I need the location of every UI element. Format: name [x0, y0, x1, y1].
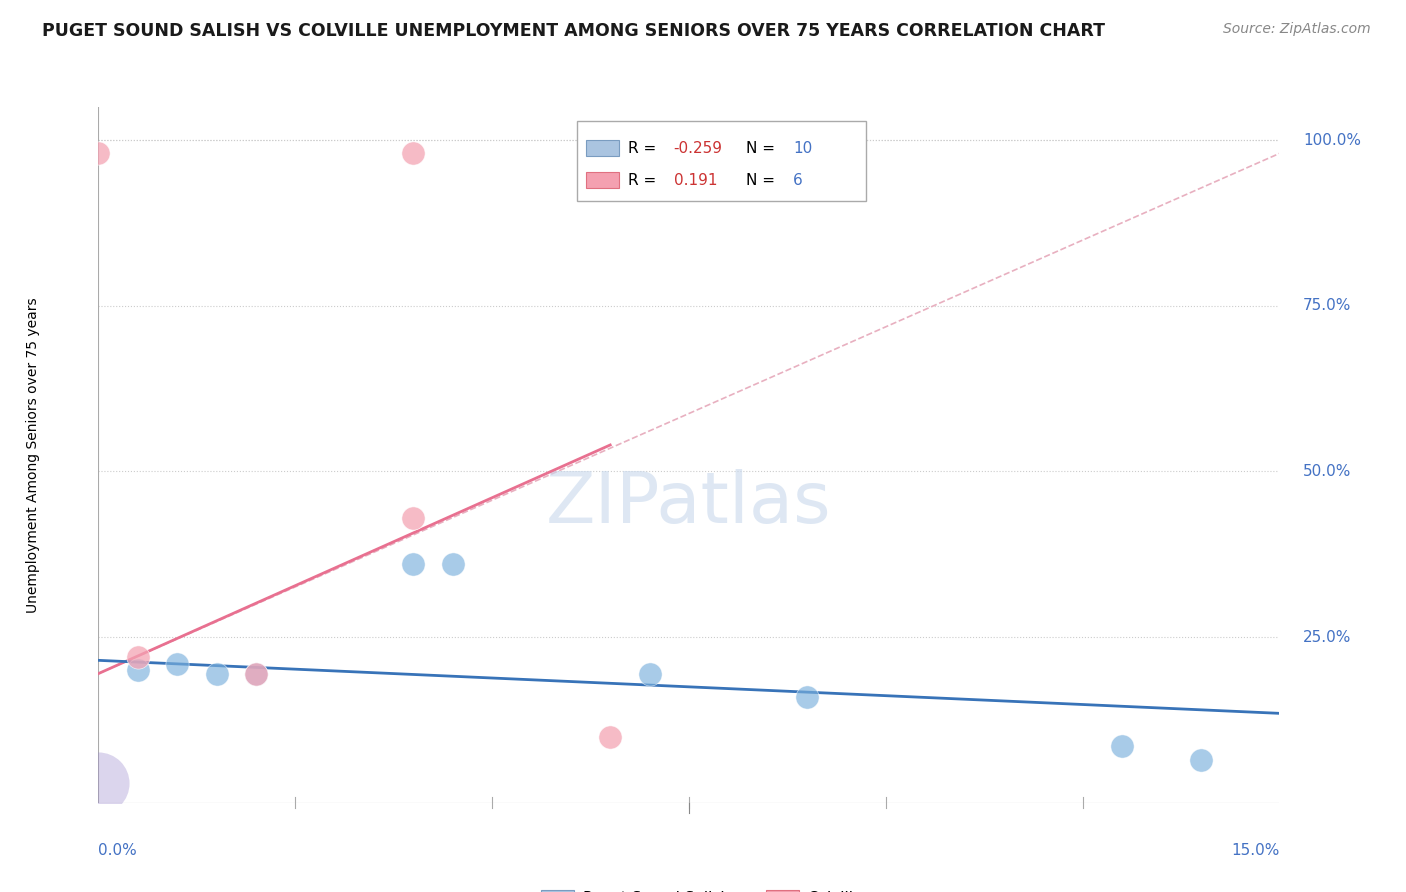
Point [87, 776, 110, 790]
Text: 6: 6 [793, 172, 803, 187]
Point [166, 657, 188, 671]
FancyBboxPatch shape [766, 890, 799, 892]
Text: N =: N = [745, 141, 779, 155]
Point [402, 511, 425, 525]
Point [1111, 739, 1133, 754]
Point [127, 650, 149, 665]
Point [638, 666, 661, 681]
Text: 25.0%: 25.0% [1303, 630, 1351, 645]
Text: 15.0%: 15.0% [1232, 843, 1279, 857]
Text: Unemployment Among Seniors over 75 years: Unemployment Among Seniors over 75 years [27, 297, 41, 613]
FancyBboxPatch shape [541, 890, 575, 892]
Text: 100.0%: 100.0% [1303, 133, 1361, 148]
Point [205, 666, 228, 681]
Text: Puget Sound Salish: Puget Sound Salish [582, 890, 730, 892]
Point [599, 730, 621, 744]
FancyBboxPatch shape [576, 121, 866, 201]
Text: 75.0%: 75.0% [1303, 298, 1351, 313]
Point [796, 690, 818, 704]
Point [245, 666, 267, 681]
Text: 50.0%: 50.0% [1303, 464, 1351, 479]
Text: Source: ZipAtlas.com: Source: ZipAtlas.com [1223, 22, 1371, 37]
Point [87, 146, 110, 161]
Text: 0.191: 0.191 [673, 172, 717, 187]
Point [402, 146, 425, 161]
Text: ZIPatlas: ZIPatlas [546, 469, 832, 538]
Point [245, 666, 267, 681]
Text: R =: R = [627, 172, 661, 187]
Point [402, 558, 425, 572]
Text: Colville: Colville [807, 890, 862, 892]
Text: 0.0%: 0.0% [98, 843, 138, 857]
Text: N =: N = [745, 172, 779, 187]
Point [1189, 753, 1212, 767]
Text: PUGET SOUND SALISH VS COLVILLE UNEMPLOYMENT AMONG SENIORS OVER 75 YEARS CORRELAT: PUGET SOUND SALISH VS COLVILLE UNEMPLOYM… [42, 22, 1105, 40]
Point [127, 663, 149, 677]
Text: -0.259: -0.259 [673, 141, 723, 155]
Text: R =: R = [627, 141, 661, 155]
FancyBboxPatch shape [586, 172, 619, 187]
Text: 10: 10 [793, 141, 813, 155]
FancyBboxPatch shape [586, 140, 619, 156]
Point [441, 558, 464, 572]
